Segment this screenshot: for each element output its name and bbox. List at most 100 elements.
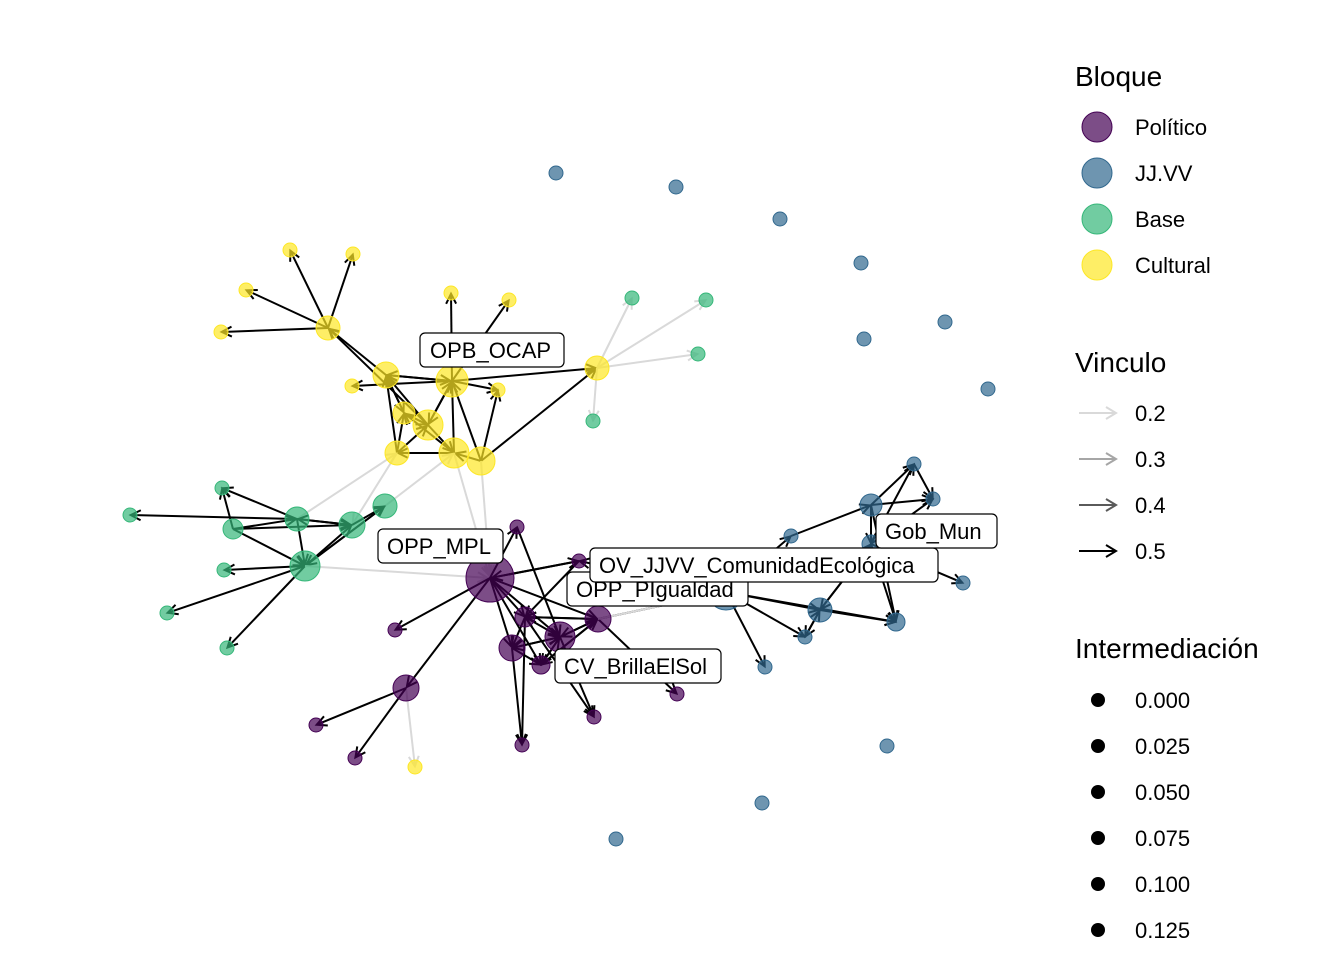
- network-node: [238, 282, 254, 298]
- network-node: [669, 686, 685, 702]
- network-node: [668, 179, 684, 195]
- network-node: [407, 759, 423, 775]
- network-node: [289, 550, 321, 582]
- network-node: [783, 528, 799, 544]
- network-node: [608, 831, 624, 847]
- legend-bloque-item: Político: [1081, 111, 1207, 143]
- network-node: [514, 606, 536, 628]
- svg-text:0.4: 0.4: [1135, 493, 1166, 518]
- legend-intermediacion-item: 0.125: [1091, 918, 1190, 943]
- network-node: [216, 562, 232, 578]
- network-node: [384, 440, 410, 466]
- network-node: [584, 605, 612, 633]
- network-node: [214, 480, 230, 496]
- svg-text:0.075: 0.075: [1135, 826, 1190, 851]
- network-node: [392, 401, 416, 425]
- edge-layer: [128, 248, 965, 769]
- network-node: [925, 491, 941, 507]
- svg-text:Político: Político: [1135, 115, 1207, 140]
- edge: [790, 503, 873, 537]
- legend-bloque-item: Cultural: [1081, 249, 1211, 281]
- edge: [289, 248, 329, 329]
- network-node: [955, 575, 971, 591]
- svg-text:0.125: 0.125: [1135, 918, 1190, 943]
- edge: [165, 565, 306, 616]
- network-node: [498, 634, 526, 662]
- label-ov-jjvv-comunidad-ecologica: OV_JJVV_ComunidadEcológica: [589, 547, 939, 583]
- network-node: [372, 361, 400, 389]
- legend-intermediacion-item: 0.025: [1091, 734, 1190, 759]
- svg-text:OPB_OCAP: OPB_OCAP: [430, 338, 551, 363]
- legend-bloque-title: Bloque: [1075, 61, 1162, 92]
- network-node: [879, 738, 895, 754]
- network-node: [443, 285, 459, 301]
- network-node: [435, 364, 469, 398]
- svg-text:JJ.VV: JJ.VV: [1135, 161, 1193, 186]
- node-layer: [122, 165, 996, 847]
- label-gob-mun: Gob_Mun: [875, 513, 998, 549]
- network-node: [757, 659, 773, 675]
- svg-text:0.000: 0.000: [1135, 688, 1190, 713]
- network-node: [315, 315, 341, 341]
- legend-intermediacion-item: 0.100: [1091, 872, 1190, 897]
- svg-text:0.050: 0.050: [1135, 780, 1190, 805]
- network-node: [344, 378, 360, 394]
- legend-intermediacion-title: Intermediación: [1075, 633, 1259, 664]
- network-node: [219, 640, 235, 656]
- network-node: [906, 456, 922, 472]
- legend-bloque-item: JJ.VV: [1081, 157, 1193, 189]
- svg-text:OV_JJVV_ComunidadEcológica: OV_JJVV_ComunidadEcológica: [599, 553, 915, 578]
- network-node: [387, 622, 403, 638]
- network-node: [690, 346, 706, 362]
- network-node: [514, 737, 530, 753]
- label-opb-ocap: OPB_OCAP: [419, 332, 565, 368]
- network-node: [772, 211, 788, 227]
- svg-text:0.5: 0.5: [1135, 539, 1166, 564]
- legend: Bloque Político JJ.VV Base Cultural Vinc…: [1075, 61, 1259, 943]
- network-node: [807, 597, 833, 623]
- network-node: [412, 409, 444, 441]
- network-node: [501, 292, 517, 308]
- svg-text:CV_BrillaElSol: CV_BrillaElSol: [564, 654, 707, 679]
- legend-vinculo-item: 0.2: [1079, 401, 1166, 426]
- legend-intermediacion-item: 0.075: [1091, 826, 1190, 851]
- edge: [304, 565, 490, 584]
- legend-vinculo-item: 0.4: [1079, 493, 1166, 518]
- network-node: [797, 629, 813, 645]
- svg-text:Cultural: Cultural: [1135, 253, 1211, 278]
- network-node: [347, 750, 363, 766]
- svg-text:Base: Base: [1135, 207, 1185, 232]
- node-label-layer: OPB_OCAP OPP_MPL OPP_PIgualdad OV_JJVV_C…: [377, 332, 998, 684]
- network-node: [213, 324, 229, 340]
- svg-text:0.025: 0.025: [1135, 734, 1190, 759]
- svg-text:0.100: 0.100: [1135, 872, 1190, 897]
- network-node: [284, 506, 310, 532]
- label-cv-brillaelsol: CV_BrillaElSol: [554, 648, 722, 684]
- network-node: [586, 709, 602, 725]
- legend-vinculo-item: 0.3: [1079, 447, 1166, 472]
- network-node: [466, 446, 496, 476]
- network-node: [886, 612, 906, 632]
- network-node: [531, 655, 551, 675]
- network-node: [338, 511, 366, 539]
- network-node: [624, 290, 640, 306]
- network-node: [372, 493, 398, 519]
- edge: [219, 325, 329, 338]
- label-opp-mpl: OPP_MPL: [377, 528, 504, 564]
- legend-intermediacion-item: 0.050: [1091, 780, 1190, 805]
- legend-vinculo-title: Vinculo: [1075, 347, 1166, 378]
- network-node: [282, 242, 298, 258]
- network-node: [859, 493, 883, 517]
- svg-text:0.2: 0.2: [1135, 401, 1166, 426]
- network-node: [308, 717, 324, 733]
- network-node: [937, 314, 953, 330]
- network-node: [438, 437, 470, 469]
- network-node: [490, 382, 506, 398]
- network-node: [222, 518, 244, 540]
- network-node: [509, 519, 525, 535]
- network-node: [392, 674, 420, 702]
- edge: [244, 288, 329, 329]
- network-node: [584, 355, 610, 381]
- legend-intermediacion-item: 0.000: [1091, 688, 1190, 713]
